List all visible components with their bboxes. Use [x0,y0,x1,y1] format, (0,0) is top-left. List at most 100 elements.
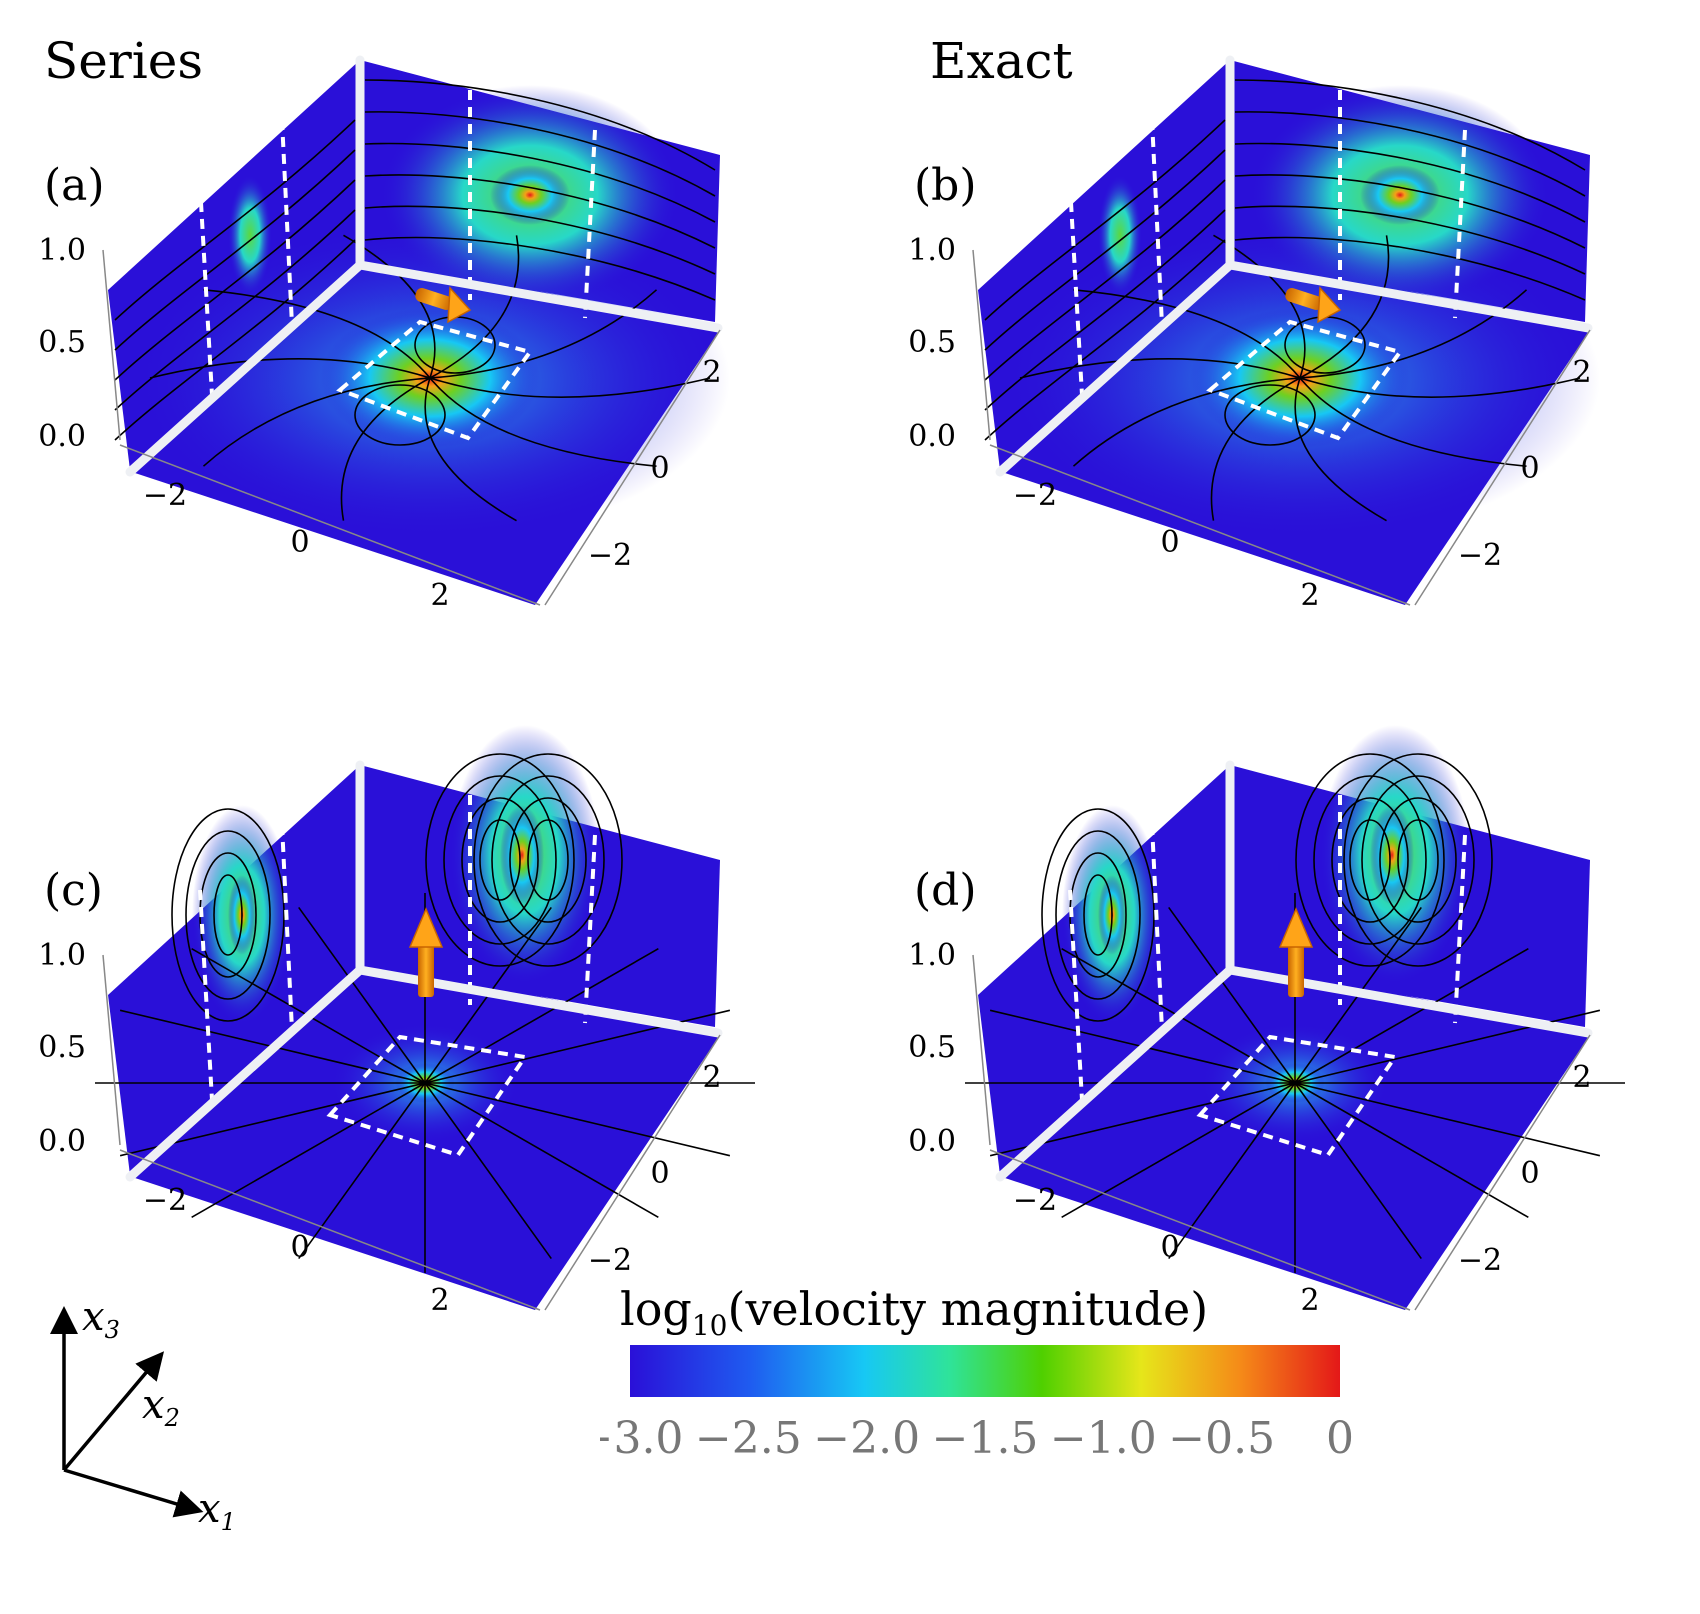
streamline-loop [1349,819,1391,901]
streamline [340,377,431,521]
vertical-axis: 1.0 0.5 0.0 [38,233,121,454]
exact-column-title: Exact [930,32,1073,90]
vertical-tick-label: 1.0 [908,938,956,973]
streamlines [112,79,716,522]
streamline [202,377,431,467]
colorbar: −3.0−2.5−2.0−1.5−1.0−0.5 0 [600,1345,1354,1464]
x2-tick-label: −2 [588,1243,632,1278]
vertical-tick-label: 0.0 [908,419,956,454]
force-arrow-icon [408,907,444,997]
vertical-tick-label: 0.5 [908,1030,956,1065]
x1-axis: −2 0 2 [119,1149,541,1318]
streamline-loop [527,819,569,901]
streamline [1210,377,1301,521]
back-wall-dashed-right [583,129,597,319]
colorbar-tick-label: −2.0 [813,1413,920,1464]
x1-axis-label: x1 [198,1486,236,1530]
streamline [1234,142,1586,223]
x1-tick-label: 2 [430,1283,449,1318]
x1-axis-arrow [63,1468,204,1518]
panel-label: (c) [44,865,103,916]
streamline [424,1082,659,1219]
force-arrow-icon [1285,286,1342,324]
x2-tick-label: −2 [1458,1243,1502,1278]
streamline-loop [425,753,575,967]
streamline [364,174,716,249]
left-wall-dashed-right [1150,119,1164,326]
panel-label: (d) [914,865,977,916]
back-wall-hotspot [490,165,570,225]
streamline [1061,1082,1296,1219]
back-floor-edge [355,260,723,333]
streamline [1299,289,1528,379]
streamline [343,234,436,379]
panel-d: (d) 1.0 0.5 0.0 −2 0 2 2 0 −2 [870,725,1670,1409]
colorbar-title: log10(velocity magnitude) [620,1282,1209,1343]
vertical-tick-label: 0.5 [38,1030,86,1065]
streamline-loop [509,797,587,923]
left-wall-dashed-right [1150,824,1164,1031]
x2-tick-label: 2 [702,355,721,390]
streamline [191,1082,426,1219]
x1-tick-label: 2 [1300,1283,1319,1318]
x2-axis: 2 0 −2 [1414,329,1592,606]
left-wall-dashed-left [198,184,214,396]
streamline [1294,947,1529,1084]
streamline [1072,377,1301,467]
panel-a: (a) 1.0 0.5 0.0 −2 0 2 2 0 −2 [0,55,800,704]
back-floor-edge [1225,260,1593,333]
streamline-loop [1224,384,1316,446]
vertical-tick-label: 0.0 [38,419,86,454]
left-floor-edge [125,260,365,477]
x1-tick-label: 0 [290,1230,309,1265]
streamline [984,149,1226,351]
streamline [364,79,716,171]
x2-axis: 2 0 −2 [544,329,722,606]
streamline [364,236,716,301]
streamline-loop [479,819,521,901]
vertical-axis: 1.0 0.5 0.0 [908,233,991,454]
panel-b: (b) 1.0 0.5 0.0 −2 0 2 2 0 −2 [870,55,1670,704]
x1-tick-label: 2 [1300,578,1319,613]
x1-axis: −2 0 2 [989,444,1411,613]
streamline [429,235,520,379]
panel-label: (a) [44,160,105,211]
streamline-loop [1361,775,1475,945]
left-wall-dashed-right [280,119,294,326]
vertical-tick-label: 0.0 [38,1124,86,1159]
x1-axis: −2 0 2 [989,1149,1411,1318]
x2-tick-label: 0 [1520,451,1539,486]
streamline [1073,289,1301,379]
colorbar-tick-label: −3.0 [600,1413,683,1464]
streamline [424,947,659,1084]
x2-tick-label: 0 [650,451,669,486]
streamline [364,205,716,275]
streamline [1168,1082,1296,1260]
colorbar-gradient [630,1345,1340,1397]
streamline-loop [171,808,285,1022]
streamline-loop [1083,874,1113,956]
x2-tick-label: −2 [588,538,632,573]
force-arrow-icon [415,286,472,324]
x2-tick-label: 2 [1572,1060,1591,1095]
streamline-loop [1313,775,1427,945]
x1-axis: −2 0 2 [119,444,541,613]
x2-axis: 2 0 −2 [1414,1034,1592,1311]
streamline [364,111,716,197]
colorbar-tick-label: −1.5 [932,1413,1039,1464]
x2-axis-arrow [62,1351,165,1472]
vertical-tick-label: 0.5 [908,325,956,360]
left-wall-glow [228,175,272,295]
left-floor-edge [125,965,365,1182]
x2-tick-label: 0 [1520,1156,1539,1191]
panel-c: (c) 1.0 0.5 0.0 −2 0 2 2 0 −2 [0,725,800,1409]
x2-axis: 2 0 −2 [544,1034,722,1311]
back-wall-dashed-right [583,834,597,1024]
x2-tick-label: 2 [702,1060,721,1095]
vertical-axis: 1.0 0.5 0.0 [908,938,991,1159]
panel-label: (b) [914,160,977,211]
back-wall-dashed-right [1453,129,1467,319]
colorbar-tick-label: −0.5 [1168,1413,1275,1464]
coordinate-axes-diagram: x3 x2 x1 [50,1300,236,1530]
streamline-loop [1331,797,1409,923]
